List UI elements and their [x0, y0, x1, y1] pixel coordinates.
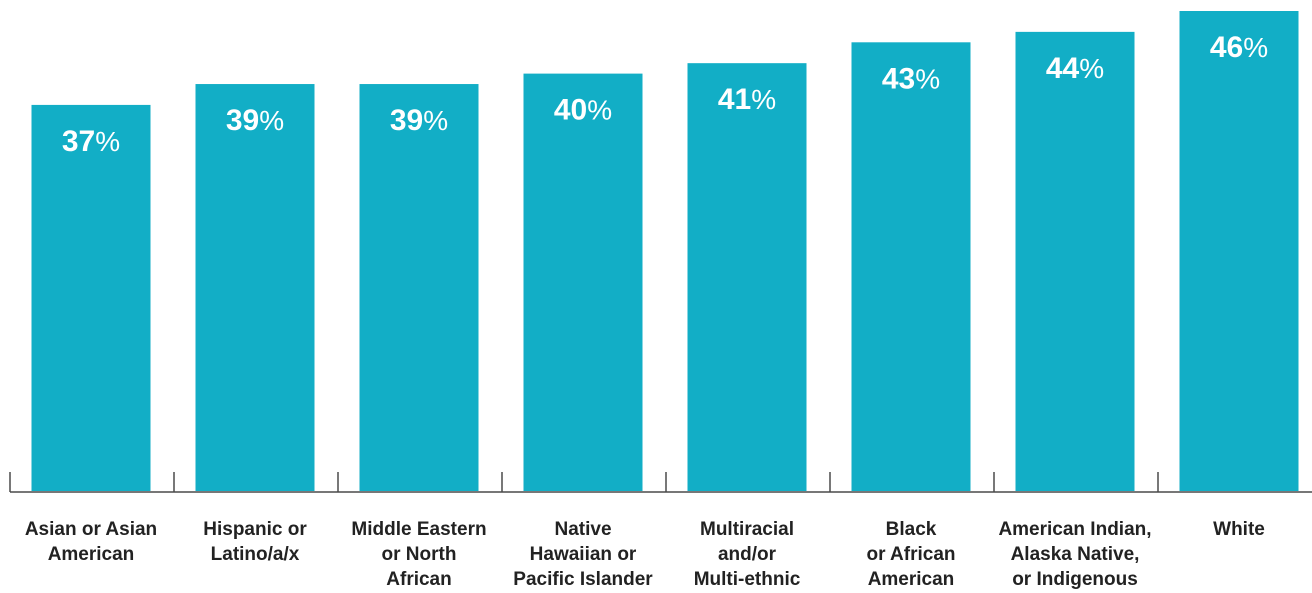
- category-label: Native Hawaiian or Pacific Islander: [513, 519, 653, 590]
- bar-value-label: 44%: [1046, 52, 1104, 85]
- x-axis: [9, 472, 1312, 493]
- bar: [359, 84, 479, 491]
- category-label: White: [1213, 519, 1265, 540]
- bar-value-label: 39%: [390, 104, 448, 137]
- category-labels: Asian or Asian American Hispanic or Latino/…: [25, 519, 1265, 590]
- category-label: Middle Eastern or North African: [351, 519, 486, 590]
- category-label: Multiracial and/or Multi-ethnic: [694, 519, 801, 590]
- bar-value-label: 46%: [1210, 31, 1268, 64]
- bar: [195, 84, 315, 491]
- bar-value-label: 41%: [718, 83, 776, 116]
- category-label: Asian or Asian American: [25, 519, 157, 565]
- bar-value-label: 40%: [554, 94, 612, 127]
- bar: [687, 63, 807, 491]
- bar-value-label: 39%: [226, 104, 284, 137]
- bar: [31, 104, 151, 492]
- bars-group: 37% 39% 39% 40% 41% 43% 44% 46%: [31, 11, 1299, 492]
- bar: [523, 73, 643, 491]
- bar: [1015, 31, 1135, 491]
- bar: [1179, 11, 1299, 491]
- bar: [851, 42, 971, 491]
- bar-value-label: 43%: [882, 62, 940, 95]
- category-label: American Indian, Alaska Native, or Indigen…: [998, 519, 1151, 590]
- category-label: Black or African American: [866, 519, 955, 590]
- bar-value-label: 37%: [62, 125, 120, 158]
- category-label: Hispanic or Latino/a/x: [203, 519, 307, 565]
